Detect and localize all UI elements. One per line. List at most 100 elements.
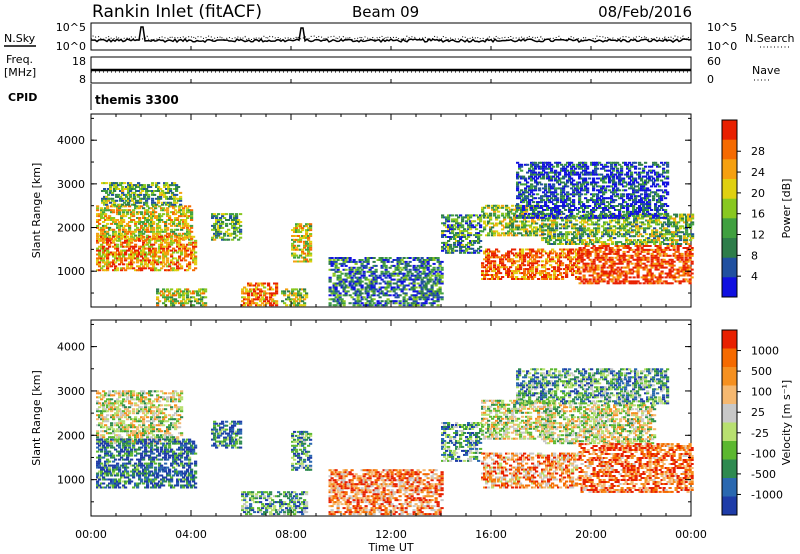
power-cell <box>640 256 644 259</box>
power-cell <box>101 201 105 204</box>
power-cell <box>511 218 515 221</box>
power-cell <box>499 258 503 261</box>
power-cell <box>545 237 549 240</box>
power-cell <box>366 290 370 293</box>
power-cell <box>521 254 525 257</box>
power-cell <box>596 248 600 251</box>
power-cell <box>428 257 432 259</box>
power-cell <box>340 278 344 281</box>
power-cell <box>485 234 489 237</box>
power-cell <box>525 248 529 251</box>
power-cell <box>180 243 184 246</box>
power-cell <box>134 243 138 246</box>
power-cell <box>156 232 160 235</box>
power-cell <box>624 272 628 275</box>
power-cell <box>293 288 297 291</box>
power-cell <box>305 231 309 233</box>
power-cell <box>158 261 162 264</box>
power-cell <box>291 238 295 241</box>
power-cell <box>356 268 360 271</box>
power-cell <box>291 235 295 237</box>
power-cell <box>182 257 186 260</box>
power-cell <box>130 263 134 266</box>
power-cell <box>289 292 293 295</box>
power-cell <box>493 268 497 271</box>
power-cell <box>366 304 370 307</box>
power-cell <box>465 214 469 217</box>
power-cell <box>602 266 606 269</box>
power-cell <box>150 249 154 252</box>
power-cell <box>390 288 394 291</box>
power-cell <box>158 239 162 242</box>
power-cell <box>507 268 511 271</box>
power-cell <box>211 236 215 239</box>
power-cell <box>350 280 354 283</box>
power-cell <box>432 266 436 269</box>
power-cell <box>602 278 606 281</box>
power-cell <box>672 276 676 279</box>
power-cell <box>150 213 154 216</box>
power-cell <box>352 286 356 289</box>
power-cell <box>202 304 206 307</box>
power-cell <box>660 264 664 267</box>
power-cell <box>559 260 563 263</box>
power-cell <box>123 188 127 190</box>
power-cell <box>418 292 422 295</box>
power-cell <box>607 243 611 245</box>
power-cell <box>416 296 420 299</box>
power-cell <box>680 270 684 273</box>
power-cell <box>680 252 684 255</box>
power-cell <box>386 274 390 277</box>
power-cell <box>188 211 192 214</box>
power-cell <box>412 274 416 277</box>
power-cell <box>588 282 592 285</box>
power-cell <box>644 278 648 281</box>
power-cell <box>555 270 559 273</box>
noise-left-tick-high: 10^5 <box>56 21 86 34</box>
power-cell <box>689 225 693 228</box>
power-cell <box>126 213 130 216</box>
power-cell <box>507 250 511 253</box>
power-cell <box>101 199 105 202</box>
power-cell <box>180 290 184 293</box>
power-cell <box>151 182 155 185</box>
power-cell <box>384 302 388 305</box>
power-cell <box>602 252 606 255</box>
power-cell <box>150 211 154 214</box>
power-cell <box>646 270 650 273</box>
power-cell <box>150 243 154 246</box>
power-cell <box>424 288 428 291</box>
power-cell <box>416 304 420 307</box>
station-title: Rankin Inlet (fitACF) <box>92 2 262 22</box>
power-cell <box>152 259 156 262</box>
power-cell <box>584 252 588 255</box>
power-cell <box>567 243 571 245</box>
power-cell <box>165 188 169 190</box>
power-cell <box>545 272 549 275</box>
power-cell <box>125 193 129 196</box>
power-cell <box>686 248 690 251</box>
power-cell <box>509 276 513 278</box>
power-cell <box>671 221 675 224</box>
power-cell <box>426 278 430 281</box>
power-cell <box>537 264 541 267</box>
power-cell <box>532 167 536 170</box>
power-cell <box>129 186 133 188</box>
power-cell <box>134 222 138 225</box>
power-cell <box>529 232 533 235</box>
power-cell <box>489 266 493 269</box>
power-cell <box>532 193 536 196</box>
power-cell <box>414 286 418 289</box>
power-cell <box>633 239 637 242</box>
power-cell <box>112 255 116 258</box>
power-cell <box>523 226 527 229</box>
power-cell <box>153 203 157 206</box>
power-cell <box>467 236 471 238</box>
power-cell <box>142 228 146 231</box>
power-cell <box>392 288 396 291</box>
power-cell <box>667 225 671 228</box>
power-cell <box>579 225 583 228</box>
power-cell <box>650 262 654 265</box>
power-cell <box>299 225 303 228</box>
power-cell <box>471 251 475 254</box>
